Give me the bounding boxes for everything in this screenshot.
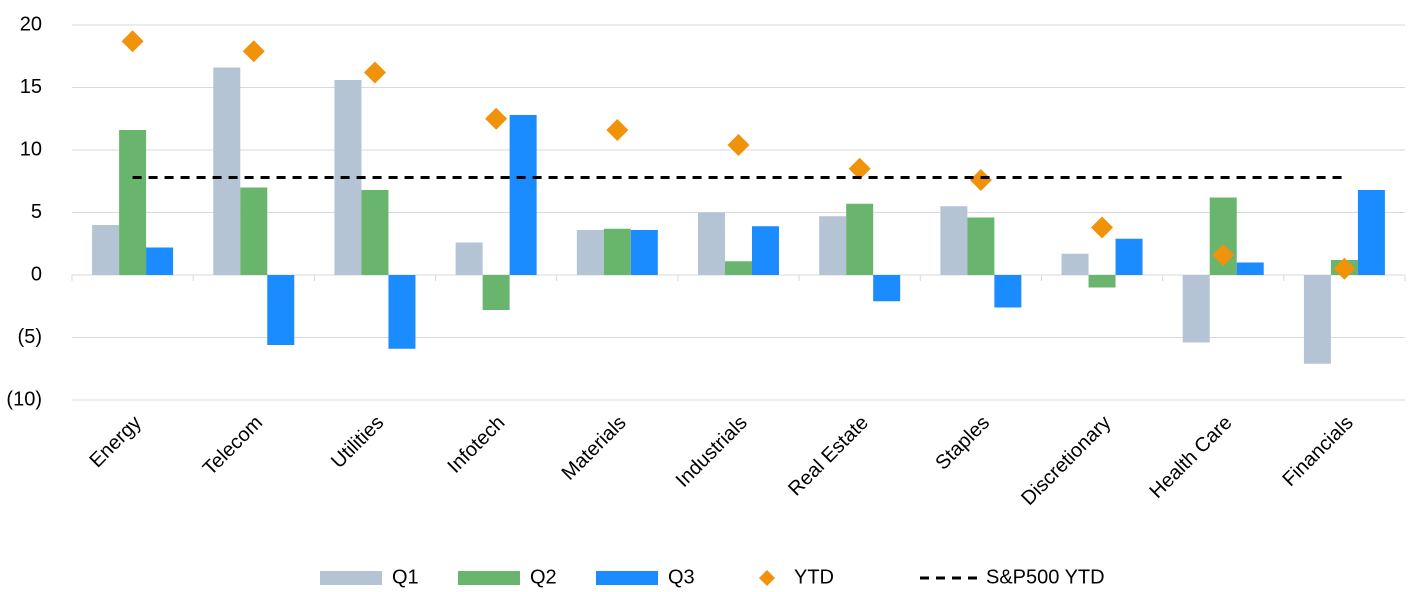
bar: [1357, 190, 1385, 275]
marker: [242, 40, 265, 63]
bar: [994, 275, 1022, 308]
bar: [873, 275, 901, 302]
marker: [1212, 244, 1235, 266]
y-tick-label: (5): [18, 326, 42, 348]
bar: [846, 203, 874, 275]
x-tick-label: Discretionary: [1017, 412, 1115, 510]
bar: [576, 230, 604, 275]
bar: [482, 275, 510, 310]
y-tick-label: 20: [20, 13, 42, 35]
x-tick-label: Real Estate: [784, 412, 873, 501]
x-tick-label: Telecom: [199, 412, 267, 480]
legend-label: Q3: [668, 566, 695, 588]
legend-label: S&P500 YTD: [986, 566, 1105, 588]
y-tick-label: 10: [20, 138, 42, 160]
bar: [1182, 275, 1210, 343]
marker: [485, 107, 508, 130]
x-tick-label: Industrials: [672, 412, 752, 492]
y-tick-label: (10): [6, 388, 42, 410]
legend-swatch: [458, 571, 520, 585]
legend-label: YTD: [794, 566, 834, 588]
bar: [1115, 238, 1143, 275]
marker: [363, 61, 386, 84]
bar: [698, 212, 725, 275]
marker: [848, 157, 871, 180]
bar: [146, 247, 174, 275]
bar: [603, 228, 631, 275]
bar: [819, 216, 847, 275]
x-tick-label: Materials: [558, 412, 631, 485]
bar: [361, 190, 389, 275]
bar: [1236, 262, 1264, 275]
x-tick-label: Staples: [931, 412, 994, 475]
bar: [267, 275, 295, 345]
x-tick-label: Health Care: [1145, 412, 1236, 503]
bar: [1088, 275, 1116, 288]
legend-label: Q2: [530, 566, 557, 588]
marker: [969, 169, 992, 191]
bar: [240, 187, 268, 275]
bar: [509, 115, 537, 275]
bar: [725, 261, 752, 275]
legend-swatch: [596, 571, 658, 585]
legend-label: Q1: [392, 566, 419, 588]
bar: [967, 217, 995, 275]
y-tick-label: 15: [20, 76, 42, 98]
x-tick-label: Utilities: [327, 412, 388, 473]
bar: [752, 226, 779, 275]
marker: [727, 134, 750, 156]
legend-swatch: [320, 571, 382, 585]
legend-swatch: [759, 570, 775, 586]
x-tick-label: Energy: [85, 412, 145, 472]
bar: [455, 242, 483, 275]
bar: [92, 225, 120, 275]
bar: [388, 275, 416, 349]
bar: [1061, 253, 1089, 275]
bar: [630, 230, 658, 275]
marker: [606, 119, 629, 141]
y-tick-label: 5: [31, 201, 42, 223]
bar: [119, 130, 147, 275]
marker: [121, 30, 144, 53]
y-tick-label: 0: [31, 263, 42, 285]
bar: [940, 206, 968, 275]
marker: [1091, 216, 1114, 239]
bar: [1303, 275, 1331, 364]
x-tick-label: Financials: [1278, 412, 1357, 491]
marker: [1333, 257, 1356, 280]
x-tick-label: Infotech: [444, 412, 510, 478]
bar: [213, 67, 241, 275]
